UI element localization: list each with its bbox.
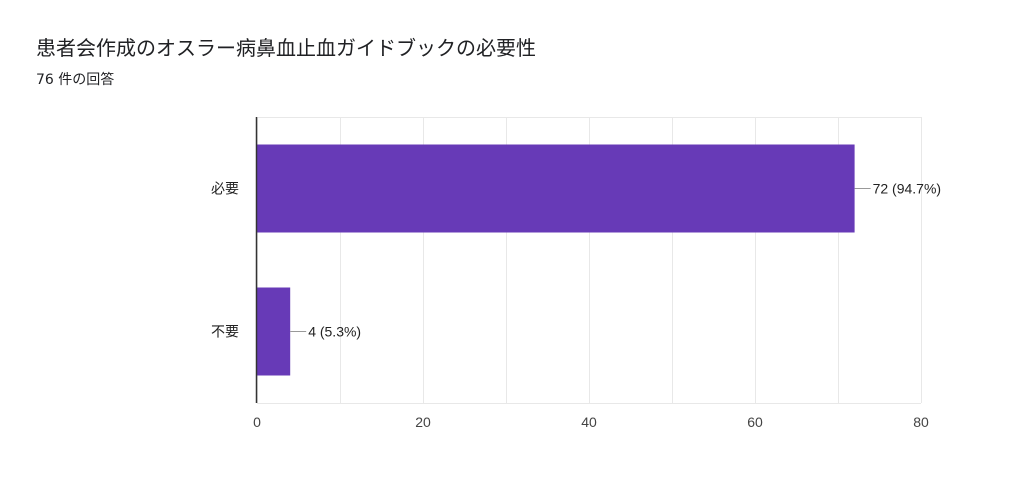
x-tick-labels: 0 20 40 60 80 (253, 414, 929, 430)
chart-title: 患者会作成のオスラー病鼻血止血ガイドブックの必要性 (36, 36, 536, 60)
x-tick-label: 60 (747, 414, 763, 430)
data-labels: 72 (94.7%) 4 (5.3%) (290, 181, 941, 340)
data-label: 72 (94.7%) (873, 181, 941, 197)
response-count: 76 件の回答 (36, 72, 115, 88)
bars (257, 144, 855, 376)
x-tick-label: 0 (253, 414, 261, 430)
bar-1 (257, 144, 855, 233)
data-label: 4 (5.3%) (308, 324, 361, 340)
category-label: 必要 (211, 181, 239, 197)
x-tick-label: 80 (913, 414, 929, 430)
category-label: 不要 (211, 324, 239, 340)
bar-2 (257, 287, 291, 376)
x-tick-label: 40 (581, 414, 597, 430)
x-tick-label: 20 (415, 414, 431, 430)
